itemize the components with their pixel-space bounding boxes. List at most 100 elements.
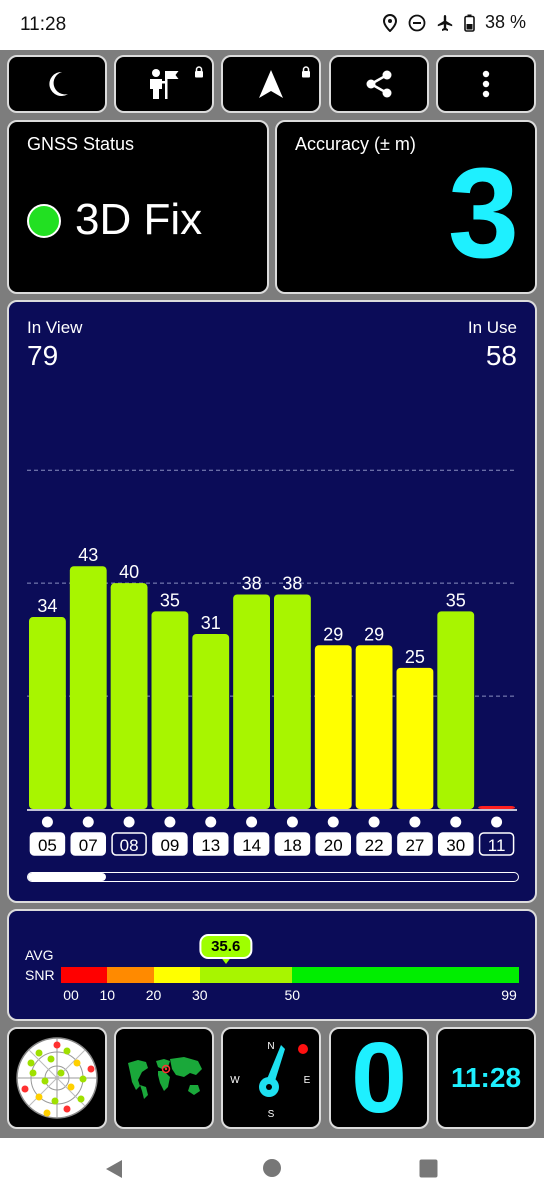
night-mode-button[interactable] [7, 55, 107, 113]
chart-scroll-thumb[interactable] [28, 873, 107, 881]
snr-tick-label: 30 [191, 987, 208, 1003]
signal-bar[interactable] [478, 806, 515, 809]
signal-bar[interactable] [233, 594, 270, 809]
in-view-value: 79 [27, 340, 59, 371]
satellite-id-badge[interactable] [233, 832, 270, 856]
satellite-id-badge[interactable] [438, 832, 474, 856]
avg-snr-panel[interactable]: AVG SNR 00 10 20 30 50 99 35.6 [7, 909, 537, 1021]
compass-south-label: S [268, 1109, 275, 1120]
compass-tile[interactable]: N S E W [221, 1027, 321, 1129]
bar-value-label: 29 [364, 624, 384, 644]
home-icon[interactable] [262, 1158, 282, 1178]
satellite-id-label: 22 [365, 836, 384, 855]
signal-strength-panel[interactable]: In View 79 In Use 58 34 05 43 07 40 08 35 09 31 1… [7, 300, 537, 903]
gnss-status-title: GNSS Status [27, 134, 135, 154]
snr-scale-segment [153, 967, 200, 983]
compass-icon: N S E W [230, 1041, 311, 1120]
compass-east-label: E [304, 1075, 311, 1086]
share-icon [366, 70, 392, 98]
system-nav-bar [0, 1138, 544, 1200]
gps-test-app: GNSS Status 3D Fix Accuracy (± m) 3 In V… [0, 50, 544, 1138]
satellite-id-badge[interactable] [70, 832, 106, 856]
satellite-id-label: 27 [405, 836, 424, 855]
satellite-id-label: 20 [324, 836, 343, 855]
satellite-id-badge[interactable] [111, 832, 147, 856]
lock-icon [195, 66, 203, 78]
signal-bar[interactable] [437, 611, 475, 809]
snr-scale-segment [61, 967, 108, 983]
satellite-id-label: 13 [201, 836, 220, 855]
snr-value-bubble: 35.6 [199, 934, 253, 959]
airplane-icon [437, 14, 453, 31]
battery-icon [464, 14, 475, 32]
signal-bar[interactable] [29, 617, 66, 809]
satellite-id-badge[interactable] [274, 832, 311, 856]
satellite-marker-dot [164, 816, 176, 828]
satellite-id-badge[interactable] [193, 832, 229, 856]
signal-bar[interactable] [274, 594, 311, 809]
snr-tick-label: 99 [501, 987, 517, 1003]
signal-bar[interactable] [151, 611, 189, 809]
location-pin-icon [382, 13, 397, 32]
bar-value-label: 25 [405, 647, 425, 667]
bar-value-label: 35 [160, 590, 180, 610]
clock-value: 11:28 [450, 1062, 522, 1093]
satellite-id-label: 05 [38, 836, 57, 855]
satellite-marker-dot [246, 816, 258, 828]
back-icon[interactable] [104, 1158, 124, 1180]
satellite-id-badge[interactable] [478, 832, 515, 856]
world-map-tile[interactable] [114, 1027, 214, 1129]
lock-icon [302, 66, 310, 78]
bar-value-label: 31 [201, 613, 221, 633]
bar-value-label: 29 [323, 624, 343, 644]
signal-bar[interactable] [355, 645, 393, 809]
satellite-id-badge[interactable] [152, 832, 188, 856]
bar-value-label: 43 [78, 545, 98, 565]
clock-tile[interactable]: 11:28 [436, 1027, 536, 1129]
accuracy-value: 3 [447, 142, 519, 285]
satellite-marker-dot [491, 816, 503, 828]
counter-tile[interactable]: 0 [329, 1027, 429, 1129]
moon-icon [49, 71, 68, 96]
sky-plot-tile[interactable] [7, 1027, 107, 1129]
satellite-id-label: 09 [160, 836, 179, 855]
compass-north-label: N [267, 1041, 274, 1052]
signal-bar[interactable] [314, 645, 352, 809]
chart-scrollbar[interactable] [27, 872, 519, 882]
signal-bar[interactable] [69, 566, 107, 809]
status-time: 11:28 [20, 14, 67, 35]
snr-tick-label: 10 [99, 987, 116, 1003]
satellite-id-badge[interactable] [315, 832, 351, 856]
signal-bar[interactable] [110, 583, 148, 809]
satellite-id-label: 30 [446, 836, 465, 855]
snr-tick-label: 00 [63, 987, 79, 1003]
satellite-id-label: 11 [488, 836, 506, 855]
satellite-id-badge[interactable] [397, 832, 433, 856]
satellite-id-badge[interactable] [356, 832, 392, 856]
satellite-id-badge[interactable] [29, 832, 66, 856]
satellite-marker-dot [82, 816, 94, 828]
status-icons: 38 % [382, 12, 526, 33]
fix-status-value: 3D Fix [75, 195, 203, 244]
gnss-status-tile[interactable]: GNSS Status 3D Fix [7, 120, 269, 294]
more-options-button[interactable] [436, 55, 536, 113]
signal-bar[interactable] [396, 667, 434, 809]
recents-icon[interactable] [419, 1159, 438, 1178]
share-button[interactable] [329, 55, 429, 113]
battery-percent: 38 % [484, 12, 526, 32]
tour-guide-button[interactable] [114, 55, 214, 113]
satellite-id-label: 07 [79, 836, 98, 855]
in-view-label: In View [27, 318, 83, 337]
signal-bar-chart: 34 05 43 07 40 08 35 09 31 13 38 14 38 18 29 20 29 22 25 27… [27, 469, 517, 856]
signal-bar[interactable] [192, 633, 230, 809]
navigation-button[interactable] [221, 55, 321, 113]
satellite-marker-dot [450, 816, 462, 828]
satellite-marker-dot [205, 816, 217, 828]
snr-tick-label: 50 [284, 987, 301, 1003]
satellite-id-label: 14 [242, 836, 261, 855]
bar-value-label: 34 [37, 596, 57, 616]
satellite-marker-dot [41, 816, 53, 828]
compass-west-label: W [230, 1075, 240, 1086]
bar-value-label: 35 [446, 590, 466, 610]
accuracy-tile[interactable]: Accuracy (± m) 3 [275, 120, 537, 294]
